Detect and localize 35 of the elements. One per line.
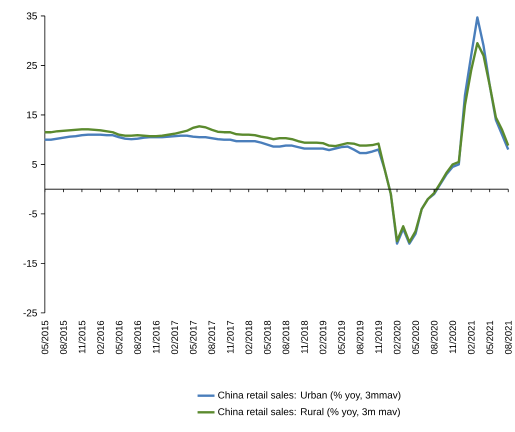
x-tick-label: 05/2019 — [338, 320, 345, 354]
y-tick-label: 5 — [32, 160, 37, 168]
x-tick-label: 02/2020 — [394, 320, 400, 354]
x-tick-label: 11/2019 — [375, 320, 382, 353]
x-tick-label: 05/2016 — [116, 320, 122, 354]
y-tick-label: -25 — [23, 309, 37, 316]
x-tick-label: 02/2018 — [245, 320, 252, 354]
legend-label: China retail sales: Rural (% yoy, 3m mav) — [218, 408, 400, 417]
x-tick-label: 11/2017 — [226, 320, 234, 353]
y-tick-label: 15 — [27, 111, 37, 118]
x-tick-label: 08/2015 — [60, 320, 67, 354]
x-tick-label: 02/2016 — [96, 320, 104, 354]
x-tick-label: 11/2015 — [78, 320, 86, 353]
x-tick-label: 02/2019 — [319, 320, 326, 354]
y-tick-label: 35 — [26, 12, 37, 20]
y-tick-label: -15 — [23, 260, 37, 267]
x-tick-label: 08/2018 — [282, 320, 290, 354]
x-tick-label: 11/2020 — [449, 320, 456, 353]
x-tick-label: 05/2020 — [412, 320, 420, 354]
x-tick-label: 08/2020 — [430, 320, 438, 354]
y-tick-label: 25 — [26, 62, 37, 69]
x-tick-label: 05/2018 — [264, 320, 271, 354]
y-tick-label: -5 — [28, 210, 37, 218]
x-tick-label: 05/2017 — [190, 320, 197, 354]
legend-label: China retail sales: Urban (% yoy, 3mmav) — [218, 391, 400, 400]
x-tick-label: 05/2015 — [41, 320, 48, 354]
x-tick-label: 11/2018 — [300, 320, 308, 353]
x-tick-label: 08/2021 — [504, 320, 512, 354]
x-tick-label: 02/2021 — [468, 320, 475, 354]
x-tick-label: 11/2016 — [152, 320, 160, 353]
x-tick-label: 08/2016 — [134, 320, 141, 354]
x-tick-label: 02/2017 — [171, 320, 178, 354]
x-tick-label: 08/2017 — [208, 320, 216, 354]
x-tick-label: 08/2019 — [356, 320, 364, 354]
x-tick-label: 05/2021 — [486, 320, 494, 354]
